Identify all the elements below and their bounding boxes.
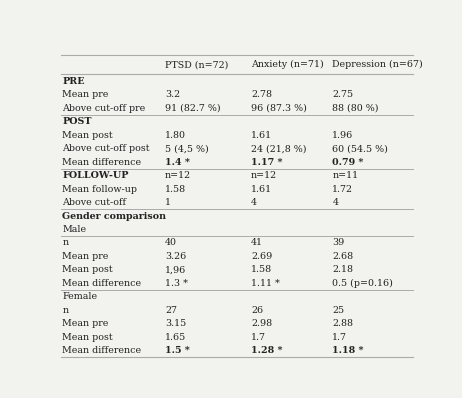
Text: 3.15: 3.15 xyxy=(165,319,186,328)
Text: n=12: n=12 xyxy=(251,171,277,180)
Text: 1.65: 1.65 xyxy=(165,333,186,342)
Text: 1.58: 1.58 xyxy=(251,265,272,275)
Text: Mean follow-up: Mean follow-up xyxy=(62,185,137,193)
Text: 4: 4 xyxy=(251,198,257,207)
Text: 1.61: 1.61 xyxy=(251,131,272,140)
Text: Male: Male xyxy=(62,225,86,234)
Text: 60 (54.5 %): 60 (54.5 %) xyxy=(332,144,388,153)
Text: 2.98: 2.98 xyxy=(251,319,272,328)
Text: 2.18: 2.18 xyxy=(332,265,353,275)
Text: Mean post: Mean post xyxy=(62,333,113,342)
Text: 27: 27 xyxy=(165,306,177,315)
Text: 0.5 (p=0.16): 0.5 (p=0.16) xyxy=(332,279,393,288)
Text: 2.68: 2.68 xyxy=(332,252,353,261)
Text: 4: 4 xyxy=(332,198,338,207)
Text: Mean difference: Mean difference xyxy=(62,346,141,355)
Text: 24 (21,8 %): 24 (21,8 %) xyxy=(251,144,307,153)
Text: 5 (4,5 %): 5 (4,5 %) xyxy=(165,144,209,153)
Text: 25: 25 xyxy=(332,306,345,315)
Text: 91 (82.7 %): 91 (82.7 %) xyxy=(165,103,221,113)
Text: 1.3 *: 1.3 * xyxy=(165,279,188,288)
Text: 3.26: 3.26 xyxy=(165,252,186,261)
Text: 1.17 *: 1.17 * xyxy=(251,158,283,167)
Text: Depression (n=67): Depression (n=67) xyxy=(332,60,423,70)
Text: Mean pre: Mean pre xyxy=(62,252,109,261)
Text: 1.4 *: 1.4 * xyxy=(165,158,190,167)
Text: 88 (80 %): 88 (80 %) xyxy=(332,103,379,113)
Text: Mean post: Mean post xyxy=(62,265,113,275)
Text: 40: 40 xyxy=(165,238,177,248)
Text: 2.69: 2.69 xyxy=(251,252,272,261)
Text: Mean post: Mean post xyxy=(62,131,113,140)
Text: Above cut-off post: Above cut-off post xyxy=(62,144,150,153)
Text: PTSD (n=72): PTSD (n=72) xyxy=(165,60,229,69)
Text: Above cut-off pre: Above cut-off pre xyxy=(62,103,146,113)
Text: 1.96: 1.96 xyxy=(332,131,353,140)
Text: 2.75: 2.75 xyxy=(332,90,353,99)
Text: n: n xyxy=(62,238,68,248)
Text: Anxiety (n=71): Anxiety (n=71) xyxy=(251,60,324,70)
Text: n=11: n=11 xyxy=(332,171,359,180)
Text: 1.61: 1.61 xyxy=(251,185,272,193)
Text: 1.80: 1.80 xyxy=(165,131,186,140)
Text: 1.28 *: 1.28 * xyxy=(251,346,283,355)
Text: 1.72: 1.72 xyxy=(332,185,353,193)
Text: 1.18 *: 1.18 * xyxy=(332,346,364,355)
Text: 1.7: 1.7 xyxy=(332,333,347,342)
Text: n=12: n=12 xyxy=(165,171,191,180)
Text: 2.88: 2.88 xyxy=(332,319,353,328)
Text: n: n xyxy=(62,306,68,315)
Text: Mean difference: Mean difference xyxy=(62,158,141,167)
Text: 1.5 *: 1.5 * xyxy=(165,346,190,355)
Text: 1.58: 1.58 xyxy=(165,185,186,193)
Text: POST: POST xyxy=(62,117,92,126)
Text: Above cut-off: Above cut-off xyxy=(62,198,127,207)
Text: 26: 26 xyxy=(251,306,263,315)
Text: 3.2: 3.2 xyxy=(165,90,180,99)
Text: FOLLOW-UP: FOLLOW-UP xyxy=(62,171,129,180)
Text: 1: 1 xyxy=(165,198,171,207)
Text: 39: 39 xyxy=(332,238,345,248)
Text: 1,96: 1,96 xyxy=(165,265,186,275)
Text: 0.79 *: 0.79 * xyxy=(332,158,364,167)
Text: Female: Female xyxy=(62,293,97,301)
Text: Mean pre: Mean pre xyxy=(62,90,109,99)
Text: Mean difference: Mean difference xyxy=(62,279,141,288)
Text: PRE: PRE xyxy=(62,77,85,86)
Text: 2.78: 2.78 xyxy=(251,90,272,99)
Text: 1.7: 1.7 xyxy=(251,333,266,342)
Text: 96 (87.3 %): 96 (87.3 %) xyxy=(251,103,307,113)
Text: Mean pre: Mean pre xyxy=(62,319,109,328)
Text: 1.11 *: 1.11 * xyxy=(251,279,280,288)
Text: 41: 41 xyxy=(251,238,263,248)
Text: Gender comparison: Gender comparison xyxy=(62,211,166,220)
